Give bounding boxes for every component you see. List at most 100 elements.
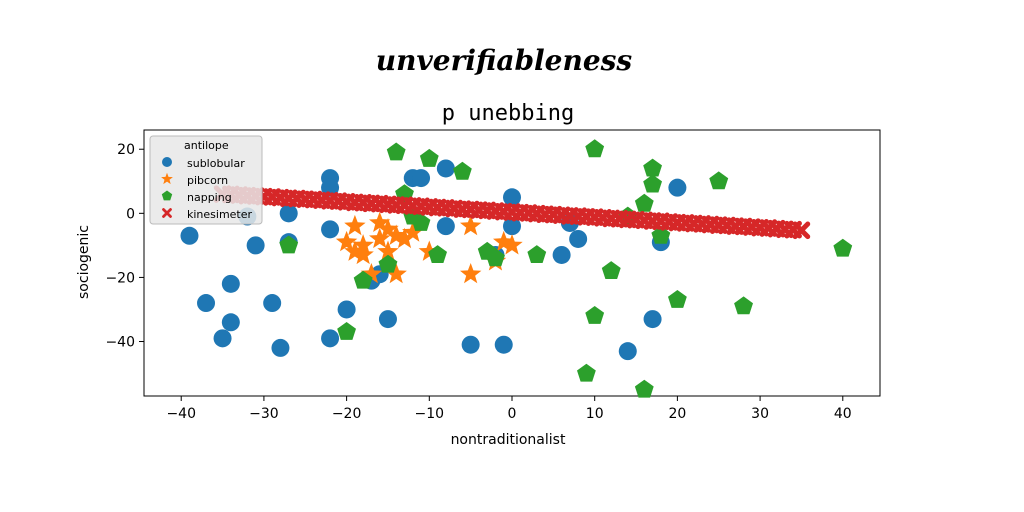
- data-point: [634, 193, 654, 212]
- legend-marker: [162, 157, 172, 167]
- legend-marker: [162, 208, 172, 218]
- figure-suptitle: unverifiableness: [376, 44, 633, 77]
- data-point: [734, 296, 753, 315]
- chart-title: p unebbing: [442, 101, 574, 126]
- data-point: [221, 274, 240, 293]
- data-point: [419, 148, 439, 167]
- legend-label: pibcorn: [187, 174, 228, 187]
- data-point: [213, 329, 232, 348]
- data-point: [337, 300, 356, 319]
- data-point: [279, 204, 298, 223]
- data-point: [377, 240, 399, 261]
- legend-label: sublobular: [187, 157, 245, 170]
- y-tick-label: −40: [105, 335, 135, 351]
- y-tick-label: 0: [126, 206, 135, 222]
- data-point: [344, 214, 366, 236]
- series-napping: [279, 139, 853, 398]
- data-point: [503, 188, 521, 207]
- data-point: [279, 235, 299, 254]
- data-point: [833, 238, 853, 257]
- data-point: [428, 245, 447, 263]
- x-tick-label: 20: [668, 406, 686, 422]
- data-point: [337, 322, 356, 340]
- series-pibcorn: [335, 211, 523, 284]
- data-point: [527, 245, 547, 263]
- x-axis: −40 −30 −20 −10 0 10 20 30 40: [166, 396, 852, 422]
- data-point: [180, 226, 199, 245]
- x-tick-label: 10: [586, 406, 604, 422]
- x-tick-label: −40: [166, 406, 196, 422]
- data-point: [569, 229, 588, 248]
- data-point: [321, 329, 340, 348]
- data-point: [494, 335, 513, 354]
- data-point: [263, 294, 282, 313]
- x-tick-label: −10: [415, 406, 445, 422]
- data-point: [461, 335, 480, 354]
- legend[interactable]: antilope sublobular pibcorn napping kinesim…: [149, 135, 263, 225]
- data-point: [352, 243, 374, 265]
- data-point: [453, 161, 472, 180]
- data-point: [668, 178, 687, 197]
- data-point: [321, 220, 340, 239]
- legend-entries: sublobular pibcorn napping kinesimeter: [161, 157, 253, 221]
- data-point: [634, 379, 654, 398]
- data-point: [436, 217, 455, 236]
- data-point: [460, 263, 482, 284]
- data-point: [552, 245, 571, 264]
- data-point: [353, 270, 373, 289]
- data-point: [709, 171, 729, 190]
- x-tick-label: −30: [249, 406, 279, 422]
- y-axis-label: sociogenic: [76, 225, 92, 299]
- data-point: [386, 142, 406, 161]
- data-point: [369, 227, 391, 249]
- legend-box: [149, 135, 263, 225]
- y-tick-label: −20: [105, 270, 135, 286]
- data-point: [377, 218, 399, 239]
- data-point: [369, 211, 391, 232]
- data-point: [601, 261, 621, 279]
- data-point: [668, 290, 687, 308]
- data-marks: [180, 139, 853, 398]
- x-tick-label: 30: [751, 406, 769, 422]
- legend-title: antilope: [184, 139, 229, 152]
- data-point: [651, 225, 671, 244]
- legend-label: kinesimeter: [187, 208, 253, 221]
- data-point: [411, 213, 431, 231]
- legend-marker: [161, 172, 173, 185]
- data-point: [493, 230, 515, 252]
- data-point: [385, 224, 407, 245]
- data-point: [460, 214, 482, 236]
- data-point: [402, 221, 424, 242]
- x-tick-label: 0: [508, 406, 517, 422]
- data-point: [501, 234, 523, 255]
- data-point: [503, 217, 521, 236]
- data-point: [643, 310, 662, 329]
- legend-label: napping: [187, 191, 232, 204]
- x-tick-label: 40: [834, 406, 852, 422]
- data-point: [585, 139, 605, 158]
- data-point: [197, 294, 216, 313]
- data-point: [221, 313, 240, 332]
- x-tick-label: −20: [332, 406, 362, 422]
- data-point: [486, 248, 505, 267]
- data-point: [393, 227, 416, 249]
- data-point: [418, 240, 440, 261]
- data-point: [271, 338, 290, 357]
- data-point: [577, 363, 596, 382]
- data-point: [378, 310, 397, 329]
- y-axis: −40 −20 0 20: [105, 142, 144, 351]
- data-point: [385, 263, 407, 284]
- x-axis-label: nontraditionalist: [451, 432, 566, 448]
- data-point: [643, 158, 662, 177]
- data-point: [321, 178, 340, 197]
- data-point: [618, 342, 637, 361]
- data-point: [792, 221, 811, 240]
- legend-marker: [161, 190, 173, 201]
- data-point: [412, 169, 431, 188]
- data-point: [643, 174, 662, 193]
- data-point: [335, 230, 358, 252]
- data-point: [344, 240, 366, 261]
- data-point: [378, 254, 398, 273]
- y-tick-label: 20: [117, 142, 135, 158]
